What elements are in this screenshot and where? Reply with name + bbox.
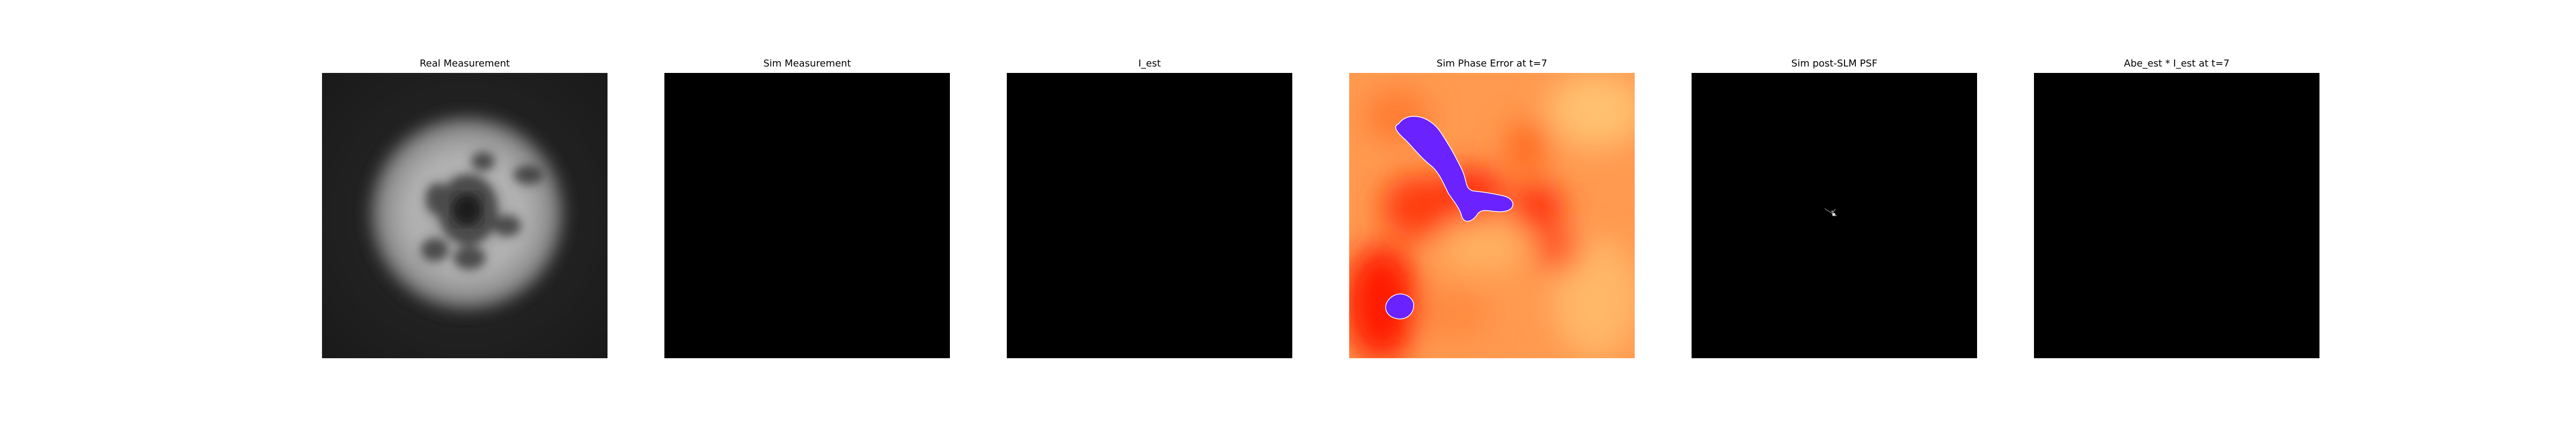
i-est-image [1007, 73, 1292, 358]
sim-measurement-image [664, 73, 950, 358]
panel-title: I_est [1138, 58, 1161, 69]
sim-post-slm-psf-image [1692, 73, 1977, 358]
panel-title: Abe_est * I_est at t=7 [2124, 58, 2230, 69]
real-measurement-image [322, 73, 608, 358]
panel-title: Real Measurement [419, 58, 510, 69]
sim-phase-error-image [1349, 73, 1635, 358]
panel-title: Sim Phase Error at t=7 [1436, 58, 1548, 69]
abe-est-i-est-image [2034, 73, 2319, 358]
panel-title: Sim post-SLM PSF [1791, 58, 1878, 69]
panel-title: Sim Measurement [763, 58, 851, 69]
